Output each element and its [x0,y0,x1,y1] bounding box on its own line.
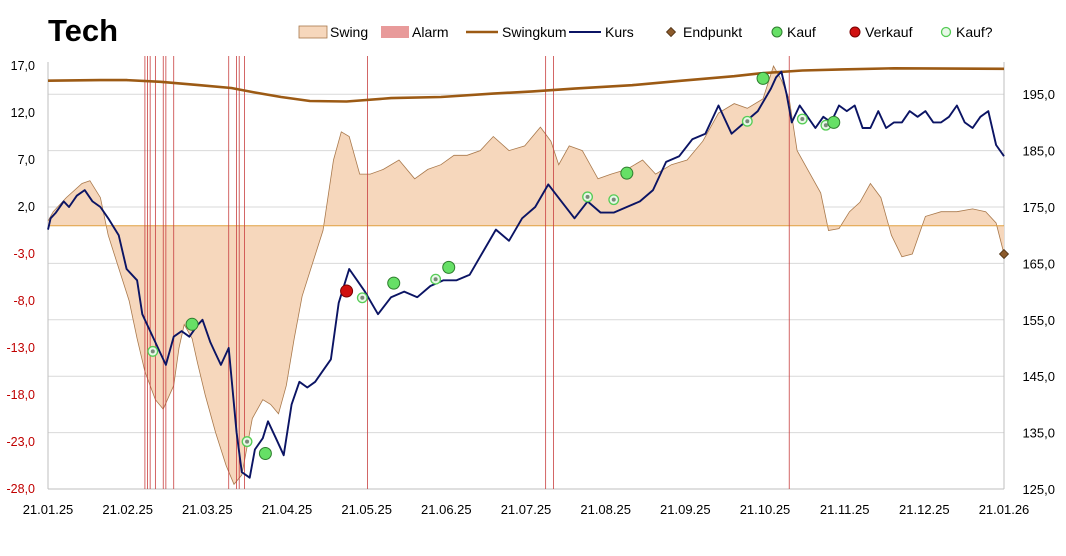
left-axis-tick-label: -18,0 [7,388,36,402]
x-axis-tick-label: 21.06.25 [421,502,472,517]
kauf-fraglich-marker-dot [150,349,155,354]
swing-edge-line [47,65,1005,486]
kauf-fraglich-marker-dot [585,194,590,199]
x-axis-tick-label: 21.01.25 [23,502,74,517]
kauf-marker [827,115,841,129]
right-axis-tick-label: 195,0 [1022,87,1055,102]
kauf-fraglich-marker-dot [745,119,750,124]
left-axis-tick-label: -13,0 [7,341,36,355]
legend-label: Alarm [412,24,449,40]
kurs-line [47,70,1005,479]
x-axis-tick-label: 21.04.25 [262,502,313,517]
chart-title: Tech [48,13,118,48]
kauf-marker [442,260,456,274]
x-axis-tick-label: 21.05.25 [341,502,392,517]
right-axis-tick-label: 145,0 [1022,369,1055,384]
legend-item-kurs: Kurs [569,24,634,40]
legend-label: Kurs [605,24,634,40]
endpunkt-marker [998,248,1010,260]
legend-label: Kauf [787,24,816,40]
x-axis-tick-label: 21.07.25 [501,502,552,517]
kauf-fraglich-marker-dot [800,117,805,122]
legend-item-endpunkt: Endpunkt [665,24,742,40]
left-axis-tick-label: -23,0 [7,435,36,449]
legend-label: Swingkum [502,24,567,40]
legend: Swing Alarm Swingkum Kurs Endpunkt Kauf Verkau… [298,24,993,40]
left-axis-tick-label: -28,0 [7,482,36,496]
legend-swatch-diamond [665,26,677,38]
left-axis-tick-label: 12,0 [11,106,35,120]
kauf-fraglich-marker-dot [823,123,828,128]
legend-swatch-alarm [381,26,409,38]
legend-label: Swing [330,24,368,40]
kauf-fraglich-marker-dot [611,197,616,202]
left-axis-tick-label: 2,0 [18,200,35,214]
right-axis-tick-label: 125,0 [1022,482,1055,497]
swingkum-line [47,67,1005,103]
kauf-marker [620,166,634,180]
plot-area: 17,0 12,0 7,0 2,0 -3,0 -8,0 -13,0 -18,0 -23,0 -28… [7,56,1055,517]
right-axis-tick-label: 165,0 [1022,256,1055,271]
x-axis-tick-label: 21.09.25 [660,502,711,517]
x-axis-tick-label: 21.12.25 [899,502,950,517]
kauf-marker [258,446,272,460]
kauf-marker [387,276,401,290]
legend-item-swingkum: Swingkum [466,24,567,40]
right-axis-tick-label: 175,0 [1022,200,1055,215]
legend-item-swing: Swing [298,24,368,40]
legend-item-verkauf: Verkauf [849,24,913,40]
legend-swatch-circle [771,26,783,38]
x-axis-tick-label: 21.01.26 [979,502,1030,517]
right-axis-tick-label: 135,0 [1022,426,1055,441]
legend-item-kauf: Kauf [771,24,816,40]
legend-swatch-ring [940,26,952,38]
left-axis-tick-label: 17,0 [11,59,35,73]
kauf-marker [185,317,199,331]
kauf-marker [756,71,770,85]
x-axis-tick-label: 21.10.25 [740,502,791,517]
x-axis-tick-label: 21.02.25 [102,502,153,517]
x-axis-tick-label: 21.08.25 [580,502,631,517]
legend-item-alarm: Alarm [381,24,449,40]
x-axis-tick-label: 21.03.25 [182,502,233,517]
right-axis-tick-label: 155,0 [1022,313,1055,328]
legend-label: Kauf? [956,24,993,40]
kauf-fraglich-marker-dot [245,439,250,444]
kauf-fraglich-marker-dot [360,295,365,300]
legend-swatch-circle [849,26,861,38]
legend-label: Verkauf [865,24,913,40]
kauf-fraglich-marker-dot [433,277,438,282]
verkauf-marker [340,284,354,298]
right-axis-tick-label: 185,0 [1022,144,1055,159]
left-axis-tick-label: 7,0 [18,153,35,167]
legend-label: Endpunkt [683,24,742,40]
legend-swatch-swing [298,25,328,39]
legend-item-kauf_q: Kauf? [940,24,993,40]
x-axis-tick-label: 21.11.25 [820,502,870,517]
left-axis-tick-label: -3,0 [13,247,35,261]
left-axis-tick-label: -8,0 [13,294,35,308]
